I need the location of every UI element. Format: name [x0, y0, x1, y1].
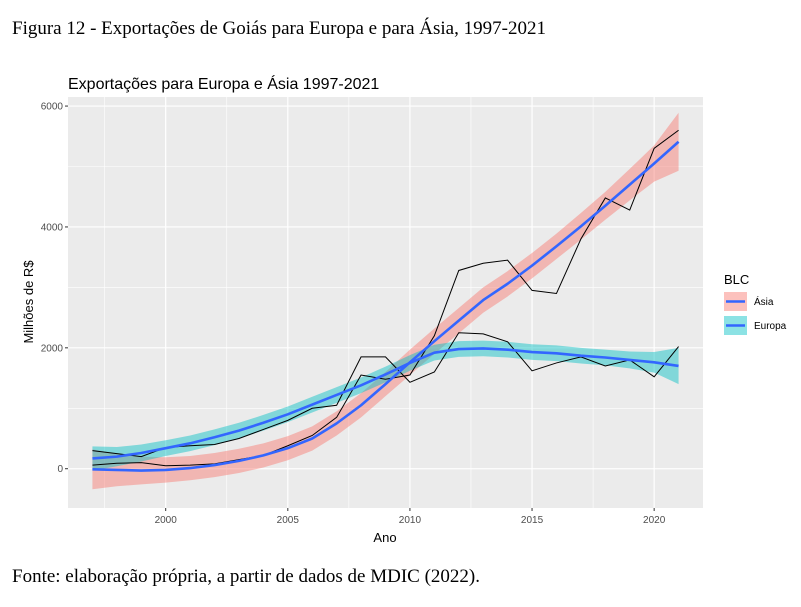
grid-minor: [68, 97, 703, 508]
y-tick-label: 6000: [41, 102, 64, 113]
y-tick-label: 4000: [41, 222, 64, 233]
raw-line-asia: [92, 129, 679, 467]
figure-caption: Figura 12 - Exportações de Goiás para Eu…: [12, 18, 546, 39]
y-tick-label: 0: [57, 464, 63, 475]
x-tick-label: 2005: [277, 515, 300, 526]
x-tick-label: 2010: [399, 515, 422, 526]
x-axis-ticks: 2000 2005 2010 2015 2020: [155, 508, 666, 526]
chart-title: Exportações para Europa e Ásia 1997-2021: [68, 74, 379, 93]
x-tick-label: 2020: [643, 515, 666, 526]
grid-major: [68, 97, 703, 508]
y-axis-ticks: 0 2000 4000 6000: [41, 102, 68, 475]
y-axis-title: Milhões de R$: [21, 260, 36, 344]
smooth-line-europa: [92, 347, 679, 460]
x-tick-label: 2015: [521, 515, 544, 526]
x-axis-title: Ano: [373, 530, 396, 545]
legend-label-europa: Europa: [754, 321, 787, 332]
smooth-lines: [92, 140, 680, 472]
source-caption: Fonte: elaboração própria, a partir de d…: [12, 566, 480, 587]
legend: BLC Ásia Europa: [724, 272, 787, 335]
legend-title: BLC: [724, 272, 749, 287]
y-tick-label: 2000: [41, 343, 64, 354]
legend-label-asia: Ásia: [754, 295, 774, 308]
smooth-line-asia: [92, 140, 680, 472]
x-tick-label: 2000: [155, 515, 178, 526]
plot-panel: [68, 97, 703, 508]
